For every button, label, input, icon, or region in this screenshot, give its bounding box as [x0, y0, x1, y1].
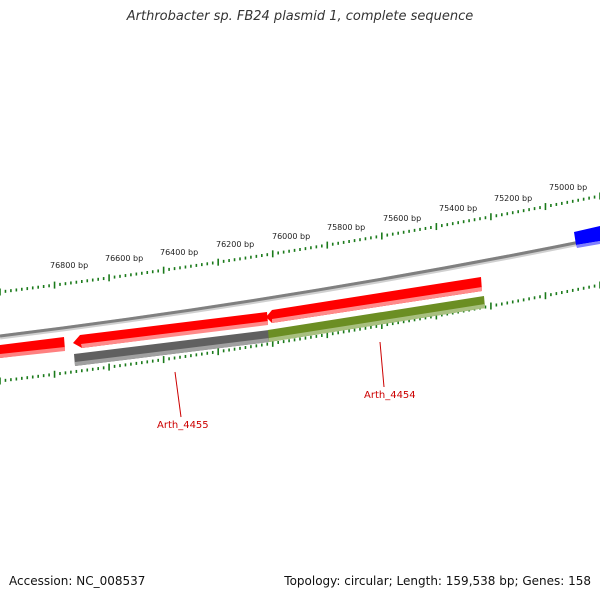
- ruler-label: 76000 bp: [272, 232, 310, 241]
- summary-text: Topology: circular; Length: 159,538 bp; …: [284, 574, 591, 588]
- label-leader-arth-4455: [174, 371, 182, 418]
- ruler-label: 76800 bp: [50, 261, 88, 270]
- cog-bar-arth-4455-shade: [75, 338, 269, 366]
- accession-text: Accession: NC_008537: [9, 574, 146, 588]
- sequence-backbone: [0, 236, 600, 340]
- ruler-label: 75600 bp: [383, 214, 421, 223]
- sequence-backbone-core: [0, 236, 600, 338]
- gene-arrow-partial-blue: [574, 226, 600, 245]
- ruler-label: 75000 bp: [549, 183, 587, 192]
- ruler-label: 75400 bp: [439, 204, 477, 213]
- gene-arrow-arth-4454-shade: [272, 287, 482, 323]
- gene-arrow-arth-4454: [266, 277, 482, 323]
- label-leader-arth-4454: [379, 341, 385, 388]
- ruler-label: 76600 bp: [105, 254, 143, 263]
- ruler-label: 76400 bp: [160, 248, 198, 257]
- ruler-ticks: [0, 192, 600, 385]
- map-title: Arthrobacter sp. FB24 plasmid 1, complet…: [126, 9, 474, 24]
- ruler-label: 75200 bp: [494, 194, 532, 203]
- gene-arrow-arth-4455-shade: [81, 321, 268, 348]
- ruler-label: 75800 bp: [327, 223, 365, 232]
- ruler-label: 76200 bp: [216, 240, 254, 249]
- ruler-labels: 76800 bp 76600 bp 76400 bp 76200 bp 76000 bp…: [50, 183, 587, 270]
- gene-arrow-partial-red-shade: [0, 347, 65, 358]
- gene-label-arth-4455: Arth_4455: [157, 420, 209, 431]
- cog-bar-arth-4454-shade: [269, 304, 485, 342]
- gene-label-arth-4454: Arth_4454: [364, 390, 416, 401]
- gene-arrow-partial-blue-shade: [576, 241, 600, 248]
